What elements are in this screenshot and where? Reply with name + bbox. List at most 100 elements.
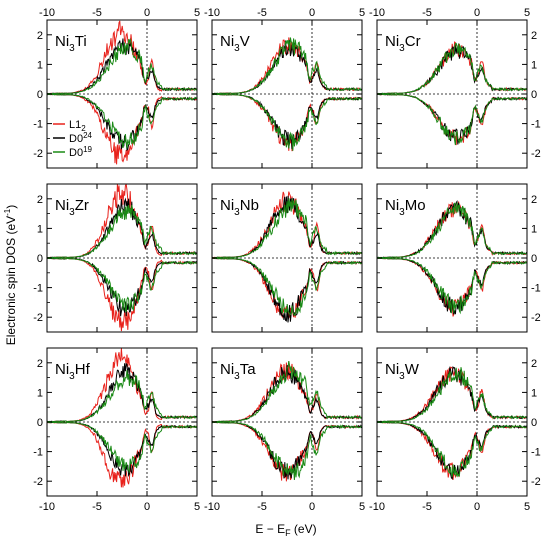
x-tick-label-top: 0 <box>144 7 150 19</box>
panel-label: Ni3Hf <box>55 361 91 382</box>
x-tick-label-top: -10 <box>204 7 220 19</box>
y-tick-label: 0 <box>37 89 43 101</box>
panel-label: Ni3Mo <box>385 197 426 218</box>
series-D019-spin-up <box>47 369 197 423</box>
y-tick-label-right: -1 <box>531 119 541 131</box>
x-tick-label: 5 <box>524 501 530 513</box>
x-tick-label-top: -5 <box>422 7 432 19</box>
y-tick-label-right: 0 <box>531 417 537 429</box>
y-tick-label-right: 1 <box>531 223 537 235</box>
panel-Ni3Ta: -10 -5 0 5 Ni3Ta <box>204 347 365 513</box>
y-tick-label: 2 <box>37 194 43 206</box>
y-axis-title: Electronic spin DOS (eV-1) <box>3 205 18 346</box>
x-tick-label-top: 5 <box>194 7 200 19</box>
panel-Ni3Mo: -2 -1 0 1 2 Ni3Mo <box>376 183 541 333</box>
series-D019-spin-up <box>47 37 197 95</box>
series-D019-spin-up <box>377 42 527 95</box>
series-D019-spin-down <box>377 257 527 315</box>
y-tick-label: 1 <box>37 387 43 399</box>
series-D019-spin-down <box>377 93 527 146</box>
x-tick-label-top: 5 <box>359 7 365 19</box>
panel-Ni3Nb: Ni3Nb <box>211 183 363 333</box>
y-tick-label-right: 0 <box>531 89 537 101</box>
y-tick-label-right: -2 <box>531 148 541 160</box>
series-D019-spin-up <box>212 361 362 423</box>
panel-label: Ni3Cr <box>385 33 421 54</box>
series-L12-spin-down <box>377 93 527 146</box>
series-D019-spin-down <box>212 421 362 481</box>
x-tick-label-top: -5 <box>92 7 102 19</box>
x-tick-label: 5 <box>359 501 365 513</box>
y-tick-label: -1 <box>33 447 43 459</box>
y-tick-label: 2 <box>37 30 43 42</box>
panel-Ni3V: -10 -5 0 5 Ni3V <box>204 7 365 169</box>
x-tick-label: -5 <box>422 501 432 513</box>
x-tick-label-top: 5 <box>524 7 530 19</box>
series-D019-spin-up <box>47 204 197 259</box>
series-D019-spin-down <box>212 93 362 151</box>
x-tick-label-top: 0 <box>309 7 315 19</box>
y-tick-label-right: 2 <box>531 194 537 206</box>
y-tick-label: -2 <box>33 148 43 160</box>
x-tick-label-top: -10 <box>39 7 55 19</box>
y-tick-label: -1 <box>33 283 43 295</box>
x-tick-label: 5 <box>194 501 200 513</box>
series-D019-spin-up <box>377 367 527 423</box>
series-D019-spin-down <box>212 257 362 317</box>
x-tick-label: -10 <box>204 501 220 513</box>
y-tick-label: 0 <box>37 253 43 265</box>
y-tick-label: 1 <box>37 59 43 71</box>
legend-label: D024 <box>69 131 93 145</box>
y-tick-label: -1 <box>33 119 43 131</box>
panel-label: Ni3Ta <box>220 361 256 382</box>
legend-label: D019 <box>69 145 93 159</box>
series-D019-spin-up <box>212 37 362 95</box>
x-tick-label: 0 <box>309 501 315 513</box>
y-tick-label-right: 1 <box>531 387 537 399</box>
x-tick-label-top: 0 <box>474 7 480 19</box>
y-tick-label: -2 <box>33 312 43 324</box>
series-D024-spin-down <box>377 421 527 480</box>
x-tick-label-top: -10 <box>369 7 385 19</box>
x-tick-label: 0 <box>144 501 150 513</box>
series-D024-spin-down <box>47 421 197 478</box>
series-L12-spin-down <box>47 421 197 488</box>
y-tick-label-right: 1 <box>531 59 537 71</box>
series-D019-spin-up <box>212 198 362 259</box>
y-tick-label: 0 <box>37 417 43 429</box>
panel-Ni3Zr: -2 -1 0 1 2 Ni3Zr <box>33 183 198 333</box>
series-L12-spin-down <box>47 257 197 332</box>
x-tick-label: -5 <box>92 501 102 513</box>
x-tick-label: -10 <box>39 501 55 513</box>
y-tick-label: 2 <box>37 358 43 370</box>
y-tick-label-right: 2 <box>531 30 537 42</box>
y-tick-label-right: 0 <box>531 253 537 265</box>
series-D019-spin-up <box>377 202 527 259</box>
series-L12-spin-down <box>377 421 527 480</box>
series-D019-spin-down <box>47 93 197 149</box>
x-tick-label-top: -5 <box>257 7 267 19</box>
series-L12-spin-up <box>47 184 197 259</box>
y-tick-label-right: -1 <box>531 447 541 459</box>
y-tick-label-right: -2 <box>531 312 541 324</box>
x-tick-label: -10 <box>369 501 385 513</box>
panel-label: Ni3Ti <box>55 33 87 54</box>
series-D024-spin-down <box>47 257 197 317</box>
x-axis-title: E − EF (eV) <box>255 522 316 538</box>
series-D019-spin-down <box>377 421 527 478</box>
y-tick-label-right: 2 <box>531 358 537 370</box>
series-D019-spin-down <box>47 257 197 313</box>
y-tick-label: 1 <box>37 223 43 235</box>
x-tick-label: -5 <box>257 501 267 513</box>
x-tick-label: 0 <box>474 501 480 513</box>
panel-label: Ni3W <box>385 361 420 382</box>
series-D019-spin-down <box>47 421 197 474</box>
series-L12-spin-up <box>47 20 197 95</box>
y-tick-label-right: -2 <box>531 476 541 488</box>
panel-label: Ni3V <box>220 33 250 54</box>
